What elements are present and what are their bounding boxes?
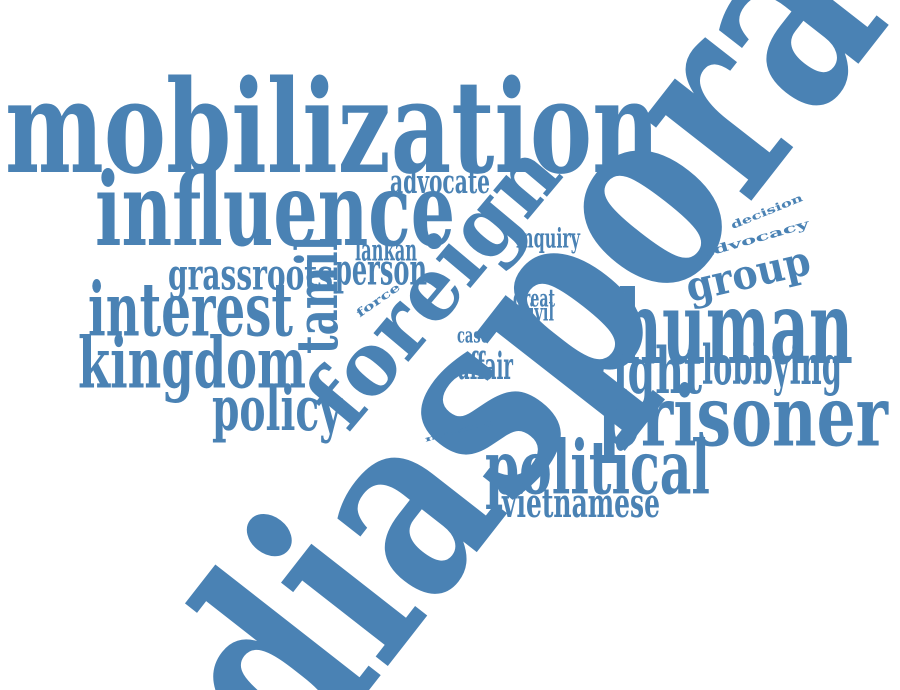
word-case: case — [457, 324, 489, 349]
word-right: right — [592, 333, 702, 408]
word-advocate: advocate — [390, 163, 490, 201]
word-great: great — [513, 284, 555, 313]
word-vietnamese: vietnamese — [501, 479, 660, 527]
word-tamil: tamil — [285, 236, 351, 354]
word-person: person — [335, 245, 427, 296]
word-inquiry: inquiry — [516, 224, 581, 255]
word-civil: civil — [520, 298, 554, 327]
word-kingdom: kingdom — [78, 322, 306, 405]
word-lankan: lankan — [355, 234, 417, 269]
word-lobbying: lobbying — [702, 333, 842, 397]
word-interest: interest — [88, 266, 293, 354]
word-human: human — [618, 268, 853, 387]
word-influence: influence — [95, 150, 455, 269]
word-mobilization: mobilization — [5, 52, 660, 203]
word-political: political — [485, 424, 710, 512]
word-affair: affair — [458, 344, 514, 388]
word-grassroots: grassroots — [168, 250, 333, 301]
word-prisoner: prisoner — [598, 367, 889, 466]
word-policy: policy — [212, 374, 343, 445]
